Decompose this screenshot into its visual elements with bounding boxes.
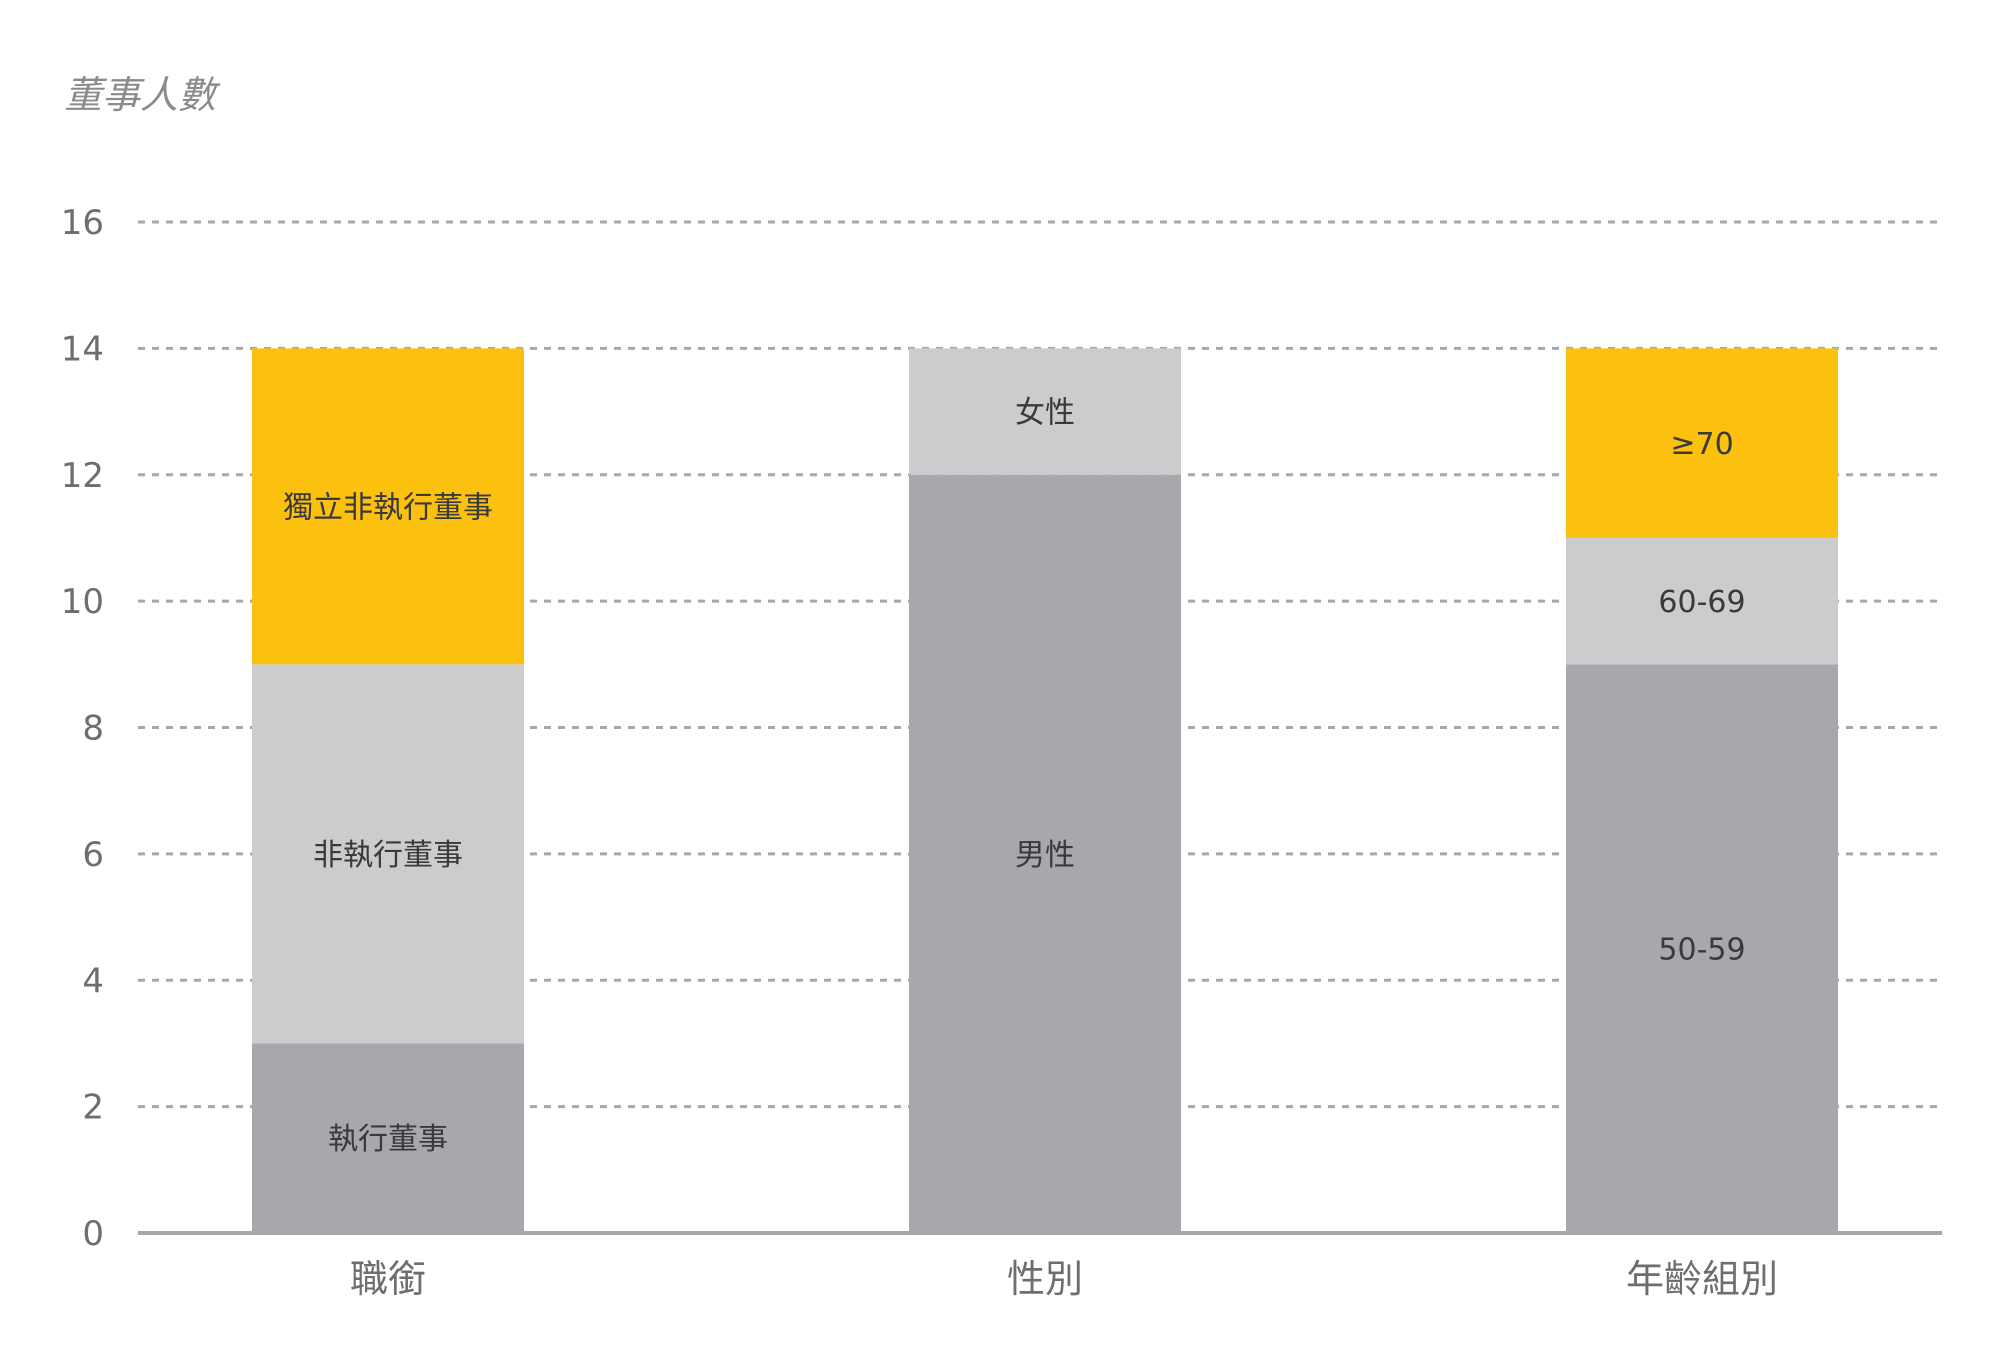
x-category-label: 職銜 — [350, 1257, 426, 1301]
bar-segment — [252, 1043, 524, 1233]
bar-segment — [909, 474, 1181, 1233]
x-axis-categories: 職銜 性別 年齡組別 — [350, 1257, 1778, 1301]
bar-segment — [1566, 537, 1838, 665]
y-tick-label: 10 — [61, 582, 104, 622]
y-tick-label: 16 — [61, 203, 104, 243]
y-tick-label: 4 — [82, 961, 104, 1001]
segment-label: 男性 — [1015, 838, 1075, 873]
segment-label: 50-59 — [1658, 933, 1745, 968]
y-axis-label: 董事人數 — [64, 73, 221, 117]
bar-segment — [1566, 664, 1838, 1233]
bar-segment — [1566, 348, 1838, 538]
segment-label: 女性 — [1015, 396, 1075, 431]
y-tick-label: 8 — [82, 709, 104, 749]
bar-segment — [252, 664, 524, 1044]
y-tick-label: 6 — [82, 835, 104, 875]
y-axis-ticks: 0 2 4 6 8 10 12 14 16 — [61, 203, 104, 1254]
y-tick-label: 14 — [61, 329, 104, 369]
segment-label: 獨立非執行董事 — [283, 490, 493, 525]
segment-label: ≥70 — [1670, 427, 1733, 462]
bar-segment — [909, 348, 1181, 475]
bar-segment — [252, 348, 524, 665]
x-category-label: 性別 — [1007, 1257, 1083, 1301]
y-tick-label: 0 — [82, 1214, 104, 1254]
x-category-label: 年齡組別 — [1626, 1257, 1778, 1301]
segment-label: 執行董事 — [328, 1122, 448, 1157]
y-tick-label: 2 — [82, 1088, 104, 1128]
segment-label: 60-69 — [1658, 585, 1745, 620]
y-tick-label: 12 — [61, 456, 104, 496]
segment-label: 非執行董事 — [313, 838, 463, 873]
